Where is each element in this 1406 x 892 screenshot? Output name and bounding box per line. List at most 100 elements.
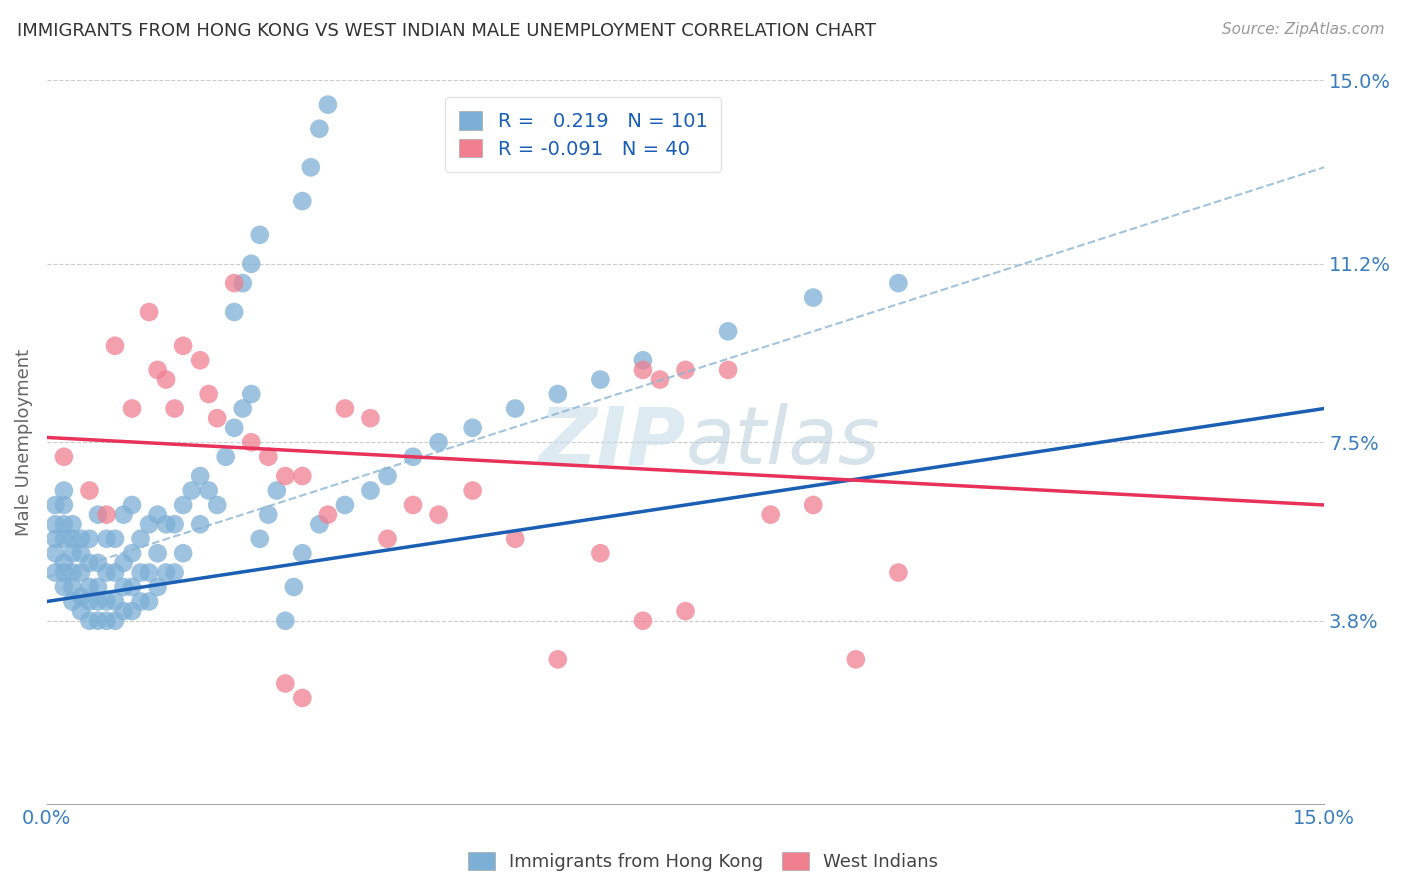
Point bbox=[87, 580, 110, 594]
Point bbox=[138, 594, 160, 608]
Point bbox=[146, 546, 169, 560]
Point bbox=[631, 353, 654, 368]
Point bbox=[44, 498, 66, 512]
Point bbox=[70, 546, 93, 560]
Point bbox=[52, 556, 75, 570]
Point bbox=[163, 517, 186, 532]
Point bbox=[648, 373, 671, 387]
Point bbox=[205, 411, 228, 425]
Point bbox=[232, 401, 254, 416]
Point bbox=[70, 566, 93, 580]
Point bbox=[44, 517, 66, 532]
Point bbox=[87, 556, 110, 570]
Point bbox=[291, 194, 314, 208]
Point bbox=[377, 469, 399, 483]
Point bbox=[129, 594, 152, 608]
Point bbox=[138, 305, 160, 319]
Point bbox=[316, 97, 339, 112]
Point bbox=[801, 498, 824, 512]
Point bbox=[79, 580, 101, 594]
Point bbox=[155, 373, 177, 387]
Point bbox=[180, 483, 202, 498]
Point bbox=[52, 566, 75, 580]
Point bbox=[104, 594, 127, 608]
Point bbox=[62, 546, 84, 560]
Point bbox=[845, 652, 868, 666]
Point bbox=[163, 566, 186, 580]
Point bbox=[129, 532, 152, 546]
Point bbox=[121, 498, 143, 512]
Point bbox=[188, 517, 211, 532]
Point bbox=[887, 276, 910, 290]
Point bbox=[44, 532, 66, 546]
Point bbox=[62, 566, 84, 580]
Point bbox=[129, 566, 152, 580]
Point bbox=[70, 532, 93, 546]
Point bbox=[291, 469, 314, 483]
Point bbox=[96, 566, 118, 580]
Point bbox=[96, 594, 118, 608]
Point bbox=[172, 498, 194, 512]
Point bbox=[717, 363, 740, 377]
Point bbox=[112, 556, 135, 570]
Point bbox=[427, 435, 450, 450]
Point bbox=[224, 421, 246, 435]
Legend: Immigrants from Hong Kong, West Indians: Immigrants from Hong Kong, West Indians bbox=[461, 846, 945, 879]
Point bbox=[146, 508, 169, 522]
Point bbox=[79, 594, 101, 608]
Point bbox=[155, 517, 177, 532]
Point bbox=[308, 121, 330, 136]
Point bbox=[62, 580, 84, 594]
Point bbox=[240, 435, 263, 450]
Point bbox=[402, 498, 425, 512]
Point bbox=[62, 594, 84, 608]
Point bbox=[155, 566, 177, 580]
Point bbox=[240, 387, 263, 401]
Point bbox=[308, 517, 330, 532]
Point bbox=[359, 411, 381, 425]
Point bbox=[333, 498, 356, 512]
Point bbox=[283, 580, 305, 594]
Point bbox=[146, 580, 169, 594]
Point bbox=[675, 363, 697, 377]
Point bbox=[62, 517, 84, 532]
Point bbox=[146, 363, 169, 377]
Point bbox=[461, 421, 484, 435]
Point bbox=[188, 353, 211, 368]
Point bbox=[359, 483, 381, 498]
Point bbox=[274, 469, 297, 483]
Point bbox=[138, 566, 160, 580]
Point bbox=[79, 556, 101, 570]
Point bbox=[112, 604, 135, 618]
Point bbox=[52, 450, 75, 464]
Point bbox=[232, 276, 254, 290]
Point bbox=[96, 614, 118, 628]
Point bbox=[121, 604, 143, 618]
Point bbox=[675, 604, 697, 618]
Point bbox=[104, 566, 127, 580]
Point bbox=[188, 469, 211, 483]
Text: ZIP: ZIP bbox=[538, 403, 686, 482]
Point bbox=[759, 508, 782, 522]
Point bbox=[104, 339, 127, 353]
Point bbox=[172, 546, 194, 560]
Point bbox=[377, 532, 399, 546]
Point bbox=[503, 401, 526, 416]
Point bbox=[62, 532, 84, 546]
Point bbox=[503, 532, 526, 546]
Point bbox=[249, 532, 271, 546]
Point bbox=[240, 257, 263, 271]
Point bbox=[215, 450, 238, 464]
Point bbox=[138, 517, 160, 532]
Point bbox=[717, 324, 740, 338]
Point bbox=[547, 652, 569, 666]
Point bbox=[79, 614, 101, 628]
Point bbox=[197, 387, 219, 401]
Point bbox=[257, 450, 280, 464]
Point bbox=[79, 532, 101, 546]
Point bbox=[291, 690, 314, 705]
Point bbox=[112, 580, 135, 594]
Point bbox=[291, 546, 314, 560]
Point bbox=[205, 498, 228, 512]
Point bbox=[44, 546, 66, 560]
